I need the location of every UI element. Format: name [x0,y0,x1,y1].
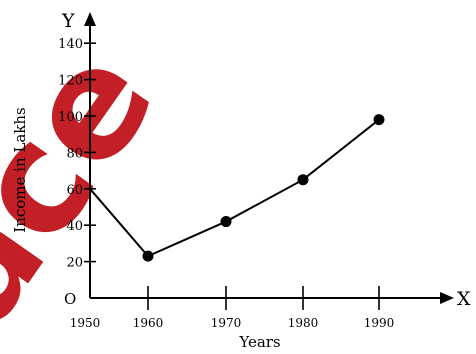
y-axis-arrowhead [84,12,96,26]
y-axis-title: Income in Lakhs [11,107,29,232]
x-tick-label: 1990 [364,316,395,330]
x-tick-label: 1960 [133,316,164,330]
data-point [373,114,385,126]
series-group [89,114,385,262]
y-tick-label: 60 [66,183,83,198]
data-point [142,250,154,262]
origin-label: O [64,290,76,308]
y-tick-label: 40 [66,219,83,234]
y-tick-label: 120 [58,74,83,89]
data-point [220,216,232,228]
y-tick-label: 100 [58,110,83,125]
y-tick-label: 80 [66,146,83,161]
y-ticks: 20 40 60 80 100 120 140 [58,37,96,271]
x-tick-label: 1970 [211,316,242,330]
data-point [297,174,309,186]
x-axis-letter: X [457,288,471,310]
y-axis-letter: Y [61,10,75,32]
y-tick-label: 20 [66,256,83,271]
x-ticks: 1950 1960 1970 1980 1990 [70,286,395,330]
x-tick-label: 1980 [288,316,319,330]
x-axis-title: Years [238,333,280,351]
y-tick-label: 140 [58,37,83,52]
x-axis-arrowhead [440,292,454,304]
x-tick-label: 1950 [70,316,101,330]
